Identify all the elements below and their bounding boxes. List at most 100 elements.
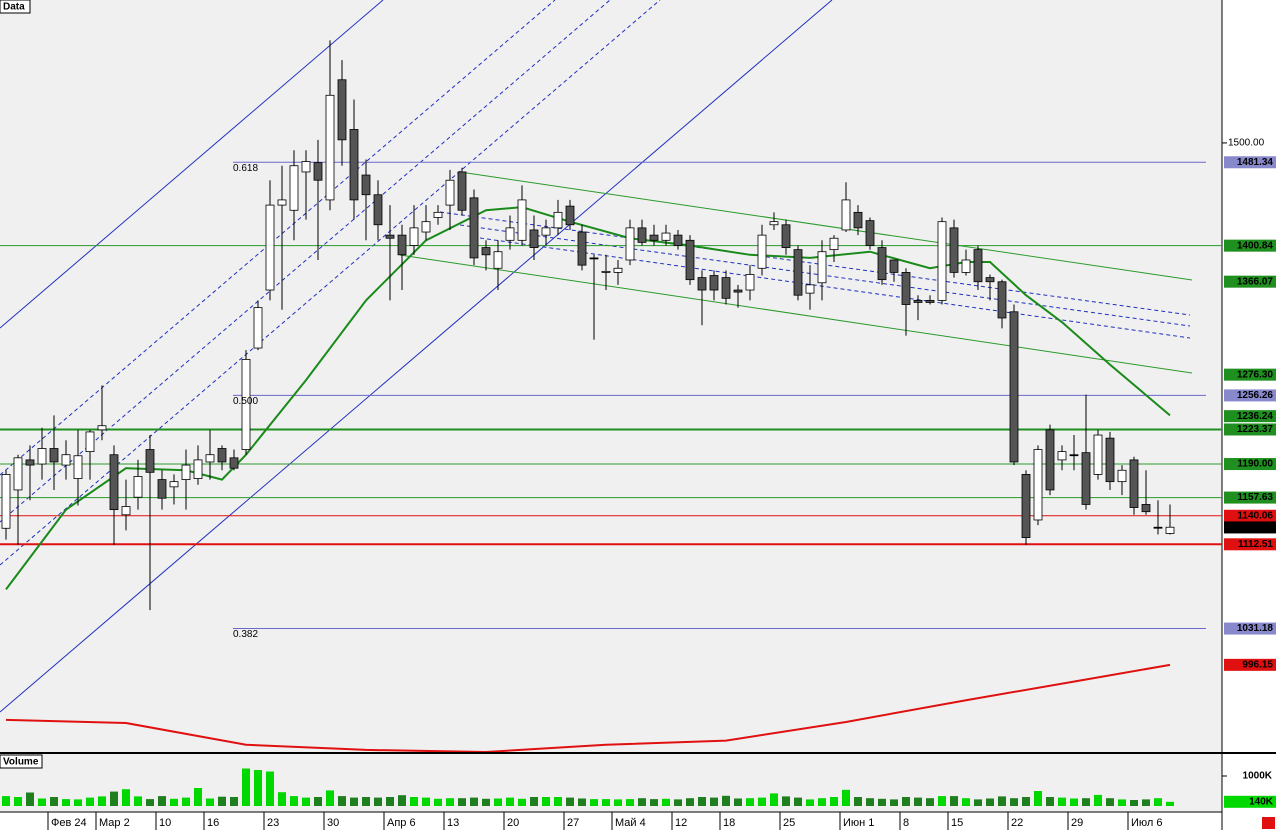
x-tick-label: 27 [567, 817, 579, 829]
trend-line [0, 0, 556, 476]
volume-bar [194, 788, 202, 806]
candle-body [289, 165, 299, 211]
level-label: 1366.07 [1237, 276, 1274, 287]
level-box [1224, 275, 1276, 288]
candle-body [961, 259, 971, 273]
candle-body [133, 476, 143, 498]
candle-body [649, 234, 659, 241]
volume-bar [386, 797, 394, 806]
volume-bar [674, 799, 682, 806]
level-label: 1190.00 [1237, 459, 1273, 470]
volume-bar [14, 797, 22, 806]
volume-bar [530, 797, 538, 806]
candle-body [949, 227, 959, 273]
level-label: 996.15 [1242, 659, 1273, 670]
volume-bar [326, 790, 334, 806]
volume-bar [734, 798, 742, 806]
candle-body [193, 459, 203, 479]
volume-bar [314, 797, 322, 806]
candle-body [1165, 526, 1175, 534]
level-box [1224, 389, 1276, 402]
candle-body [985, 277, 995, 283]
volume-bar [1034, 791, 1042, 806]
volume-tick-label: 1000K [1243, 771, 1273, 782]
volume-bar [998, 796, 1006, 806]
x-tick-label: Май 4 [615, 817, 646, 829]
x-tick-label: Мар 2 [99, 817, 130, 829]
volume-bar [698, 797, 706, 806]
volume-last-label: 140K [1249, 796, 1274, 807]
volume-bar [86, 797, 94, 806]
x-tick-label: 10 [159, 817, 171, 829]
volume-bar [1046, 797, 1054, 806]
plot-area [0, 40, 1222, 752]
level-label: 1276.30 [1237, 369, 1274, 380]
volume-bar [950, 796, 958, 806]
volume-bar [338, 796, 346, 806]
candle-body [145, 449, 155, 473]
fib-label: 0.500 [233, 396, 258, 407]
volume-bar [614, 799, 622, 806]
volume-bar [110, 791, 118, 806]
volume-bar [1154, 798, 1162, 806]
x-tick-label: Апр 6 [387, 817, 416, 829]
moving-average [5, 663, 1171, 752]
channel-line [399, 254, 1193, 374]
candle-body [793, 249, 803, 296]
volume-bar [926, 798, 934, 806]
volume-bar [482, 798, 490, 806]
level-box [1224, 423, 1276, 436]
candle-body [769, 221, 779, 226]
volume-bar [290, 796, 298, 806]
candle-body [49, 448, 59, 463]
x-tick-label: 30 [327, 817, 339, 829]
candle-body [1, 474, 11, 529]
volume-bar [878, 798, 886, 806]
channel-line [459, 171, 1193, 281]
level-box [1224, 410, 1276, 423]
volume-bar [1082, 798, 1090, 806]
candle-body [97, 425, 107, 431]
level-box [1224, 509, 1276, 522]
candle-body [625, 227, 635, 261]
volume-bar [434, 798, 442, 806]
candle-body [313, 162, 323, 181]
trend-line [0, 0, 833, 713]
level-box [1224, 156, 1276, 169]
candle-body [1045, 429, 1055, 491]
candle-body [229, 457, 239, 469]
volume-bar [590, 799, 598, 806]
volume-bar [398, 795, 406, 806]
volume-bar [50, 797, 58, 806]
volume-bar [914, 797, 922, 806]
level-box [1224, 521, 1276, 534]
volume-bar [1010, 798, 1018, 806]
candle-body [601, 270, 611, 273]
candle-body [1153, 526, 1163, 529]
corner-button[interactable] [1262, 817, 1275, 829]
volume-bar [230, 797, 238, 806]
x-tick-label: 29 [1071, 817, 1083, 829]
candle-body [541, 227, 551, 236]
candle-body [1117, 469, 1127, 483]
volume-bar [938, 796, 946, 806]
candle-body [85, 431, 95, 453]
x-tick-label: 20 [507, 817, 519, 829]
y-tick-label: 1500.00 [1228, 138, 1265, 149]
candle-body [805, 284, 815, 294]
x-tick-label: 13 [447, 817, 459, 829]
volume-bar [146, 799, 154, 806]
candle-body [661, 232, 671, 241]
volume-bar [518, 798, 526, 806]
volume-bar [542, 797, 550, 806]
candle-body [721, 277, 731, 299]
volume-bar [578, 798, 586, 806]
volume-bar [170, 798, 178, 806]
candle-body [61, 454, 71, 466]
candle-body [385, 234, 395, 239]
level-box [1224, 622, 1276, 635]
x-tick-label: 18 [723, 817, 735, 829]
candle-body [421, 221, 431, 233]
volume-bar [278, 792, 286, 806]
volume-bar [506, 797, 514, 806]
